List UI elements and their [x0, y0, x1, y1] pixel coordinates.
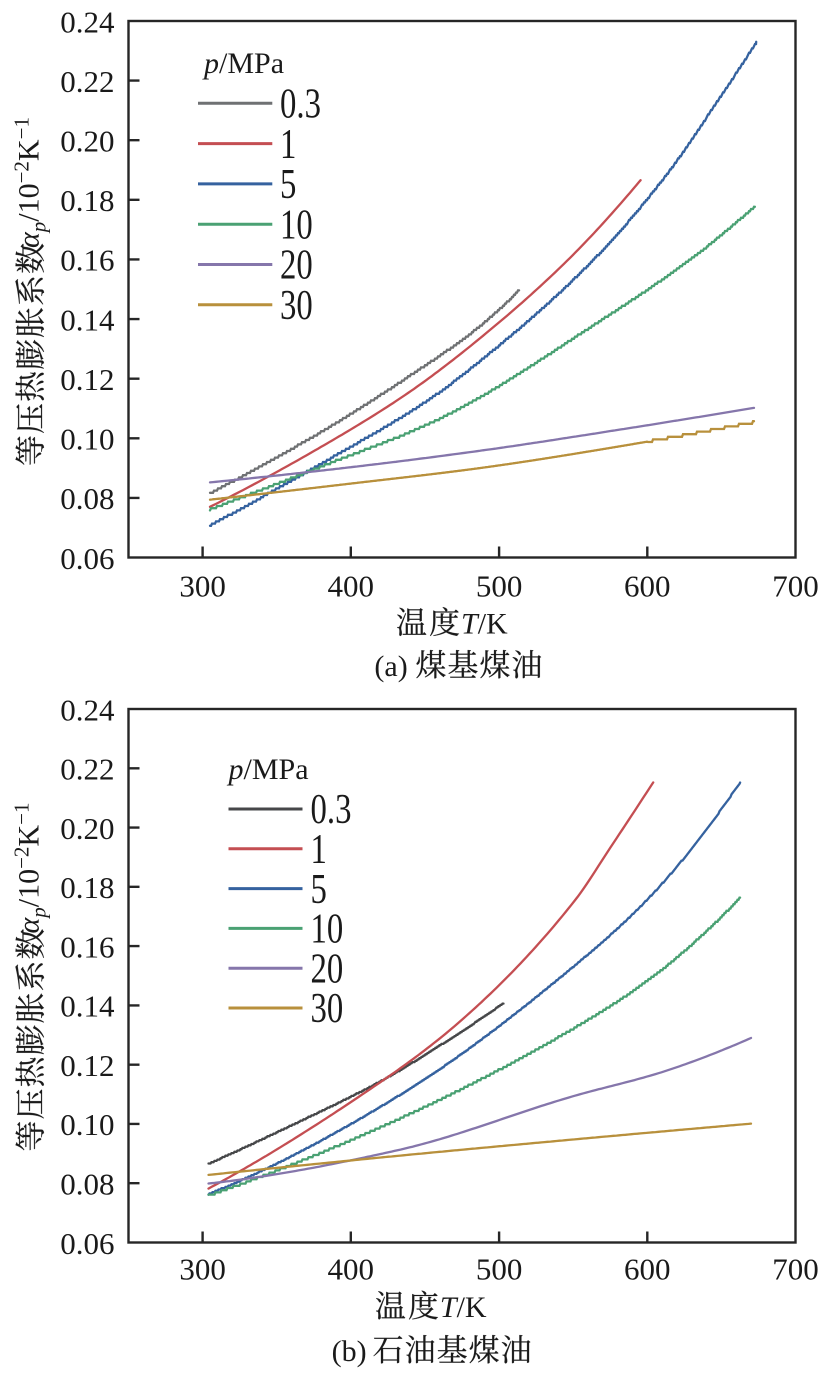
svg-text:0.08: 0.08 [60, 481, 114, 516]
svg-text:αp/10−2K−1: αp/10−2K−1 [10, 117, 51, 248]
svg-text:0.20: 0.20 [60, 811, 114, 846]
svg-text:0.06: 0.06 [60, 1226, 114, 1261]
svg-text:0.3: 0.3 [311, 786, 352, 833]
svg-text:20: 20 [280, 242, 313, 289]
svg-text:700: 700 [772, 569, 819, 604]
svg-text:10: 10 [311, 906, 344, 953]
svg-text:700: 700 [772, 1252, 819, 1287]
svg-text:T/K: T/K [461, 608, 508, 641]
svg-text:p/MPa: p/MPa [202, 47, 284, 80]
svg-text:0.18: 0.18 [60, 183, 114, 218]
svg-text:0.24: 0.24 [60, 692, 115, 727]
svg-text:0.22: 0.22 [60, 64, 114, 99]
svg-text:300: 300 [179, 1252, 226, 1287]
svg-text:0.14: 0.14 [60, 989, 115, 1024]
svg-text:0.24: 0.24 [60, 4, 115, 39]
svg-text:30: 30 [280, 282, 313, 329]
svg-text:(a): (a) [374, 650, 407, 683]
svg-text:0.14: 0.14 [60, 302, 115, 337]
svg-text:0.12: 0.12 [60, 1048, 114, 1083]
svg-text:αp/10−2K−1: αp/10−2K−1 [10, 803, 51, 934]
svg-text:400: 400 [328, 569, 375, 604]
svg-text:0.10: 0.10 [60, 422, 114, 457]
svg-text:5: 5 [280, 161, 296, 208]
svg-text:0.18: 0.18 [60, 870, 114, 905]
svg-text:(b): (b) [332, 1335, 367, 1368]
svg-text:500: 500 [476, 1252, 523, 1287]
svg-text:0.3: 0.3 [280, 81, 321, 128]
svg-text:30: 30 [311, 985, 344, 1032]
svg-text:0.10: 0.10 [60, 1107, 114, 1142]
svg-text:1: 1 [311, 826, 327, 873]
svg-text:p/MPa: p/MPa [227, 753, 309, 786]
svg-text:20: 20 [311, 946, 344, 993]
svg-text:300: 300 [179, 569, 226, 604]
svg-text:400: 400 [328, 1252, 375, 1287]
svg-text:0.12: 0.12 [60, 362, 114, 397]
svg-text:0.06: 0.06 [60, 541, 114, 576]
svg-text:T/K: T/K [440, 1291, 487, 1324]
svg-text:0.16: 0.16 [60, 243, 114, 278]
svg-text:5: 5 [311, 866, 327, 913]
svg-text:0.08: 0.08 [60, 1167, 114, 1202]
svg-text:0.22: 0.22 [60, 752, 114, 787]
svg-text:600: 600 [624, 569, 671, 604]
svg-text:0.20: 0.20 [60, 124, 114, 159]
svg-text:10: 10 [280, 202, 313, 249]
svg-text:500: 500 [476, 569, 523, 604]
svg-text:600: 600 [624, 1252, 671, 1287]
svg-text:1: 1 [280, 121, 296, 168]
svg-text:0.16: 0.16 [60, 929, 114, 964]
